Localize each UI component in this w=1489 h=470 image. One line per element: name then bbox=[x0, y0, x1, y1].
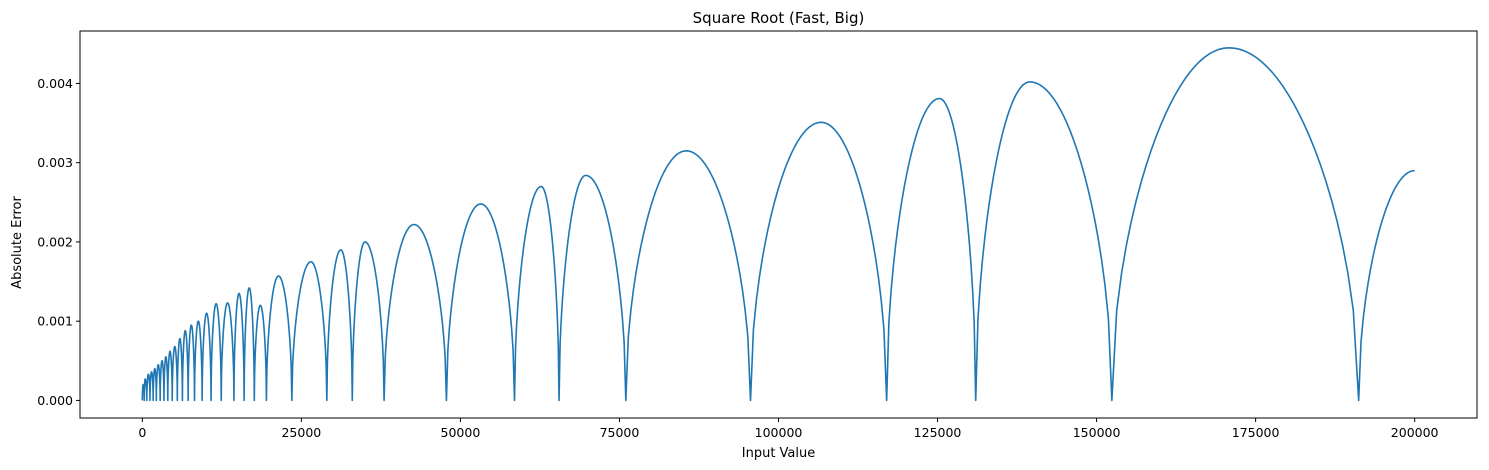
y-axis-label: Absolute Error bbox=[10, 196, 25, 289]
x-tick-label: 150000 bbox=[1073, 425, 1121, 440]
series-line bbox=[141, 47, 1415, 402]
x-tick-label: 175000 bbox=[1232, 425, 1280, 440]
y-tick-label: 0.003 bbox=[37, 155, 73, 170]
x-tick-label: 50000 bbox=[441, 425, 481, 440]
x-tick-label: 25000 bbox=[281, 425, 321, 440]
plot-frame bbox=[79, 30, 1478, 419]
y-tick-label: 0.002 bbox=[37, 234, 73, 249]
series-group bbox=[141, 47, 1415, 402]
x-tick-label: 200000 bbox=[1391, 425, 1439, 440]
x-tick-label: 100000 bbox=[755, 425, 803, 440]
x-tick-label: 125000 bbox=[914, 425, 962, 440]
x-axis: 0 25000 50000 75000 100000 125000 150000 175000… bbox=[138, 418, 1439, 440]
chart-title: Square Root (Fast, Big) bbox=[693, 9, 865, 27]
y-tick-label: 0.004 bbox=[37, 76, 73, 91]
x-axis-label: Input Value bbox=[742, 446, 816, 461]
y-tick-label: 0.001 bbox=[37, 314, 73, 329]
plot-area bbox=[79, 30, 1478, 419]
y-axis: 0.000 0.001 0.002 0.003 0.004 bbox=[37, 76, 80, 408]
x-tick-label: 75000 bbox=[600, 425, 640, 440]
y-tick-label: 0.000 bbox=[37, 393, 73, 408]
x-tick-label: 0 bbox=[138, 425, 146, 440]
